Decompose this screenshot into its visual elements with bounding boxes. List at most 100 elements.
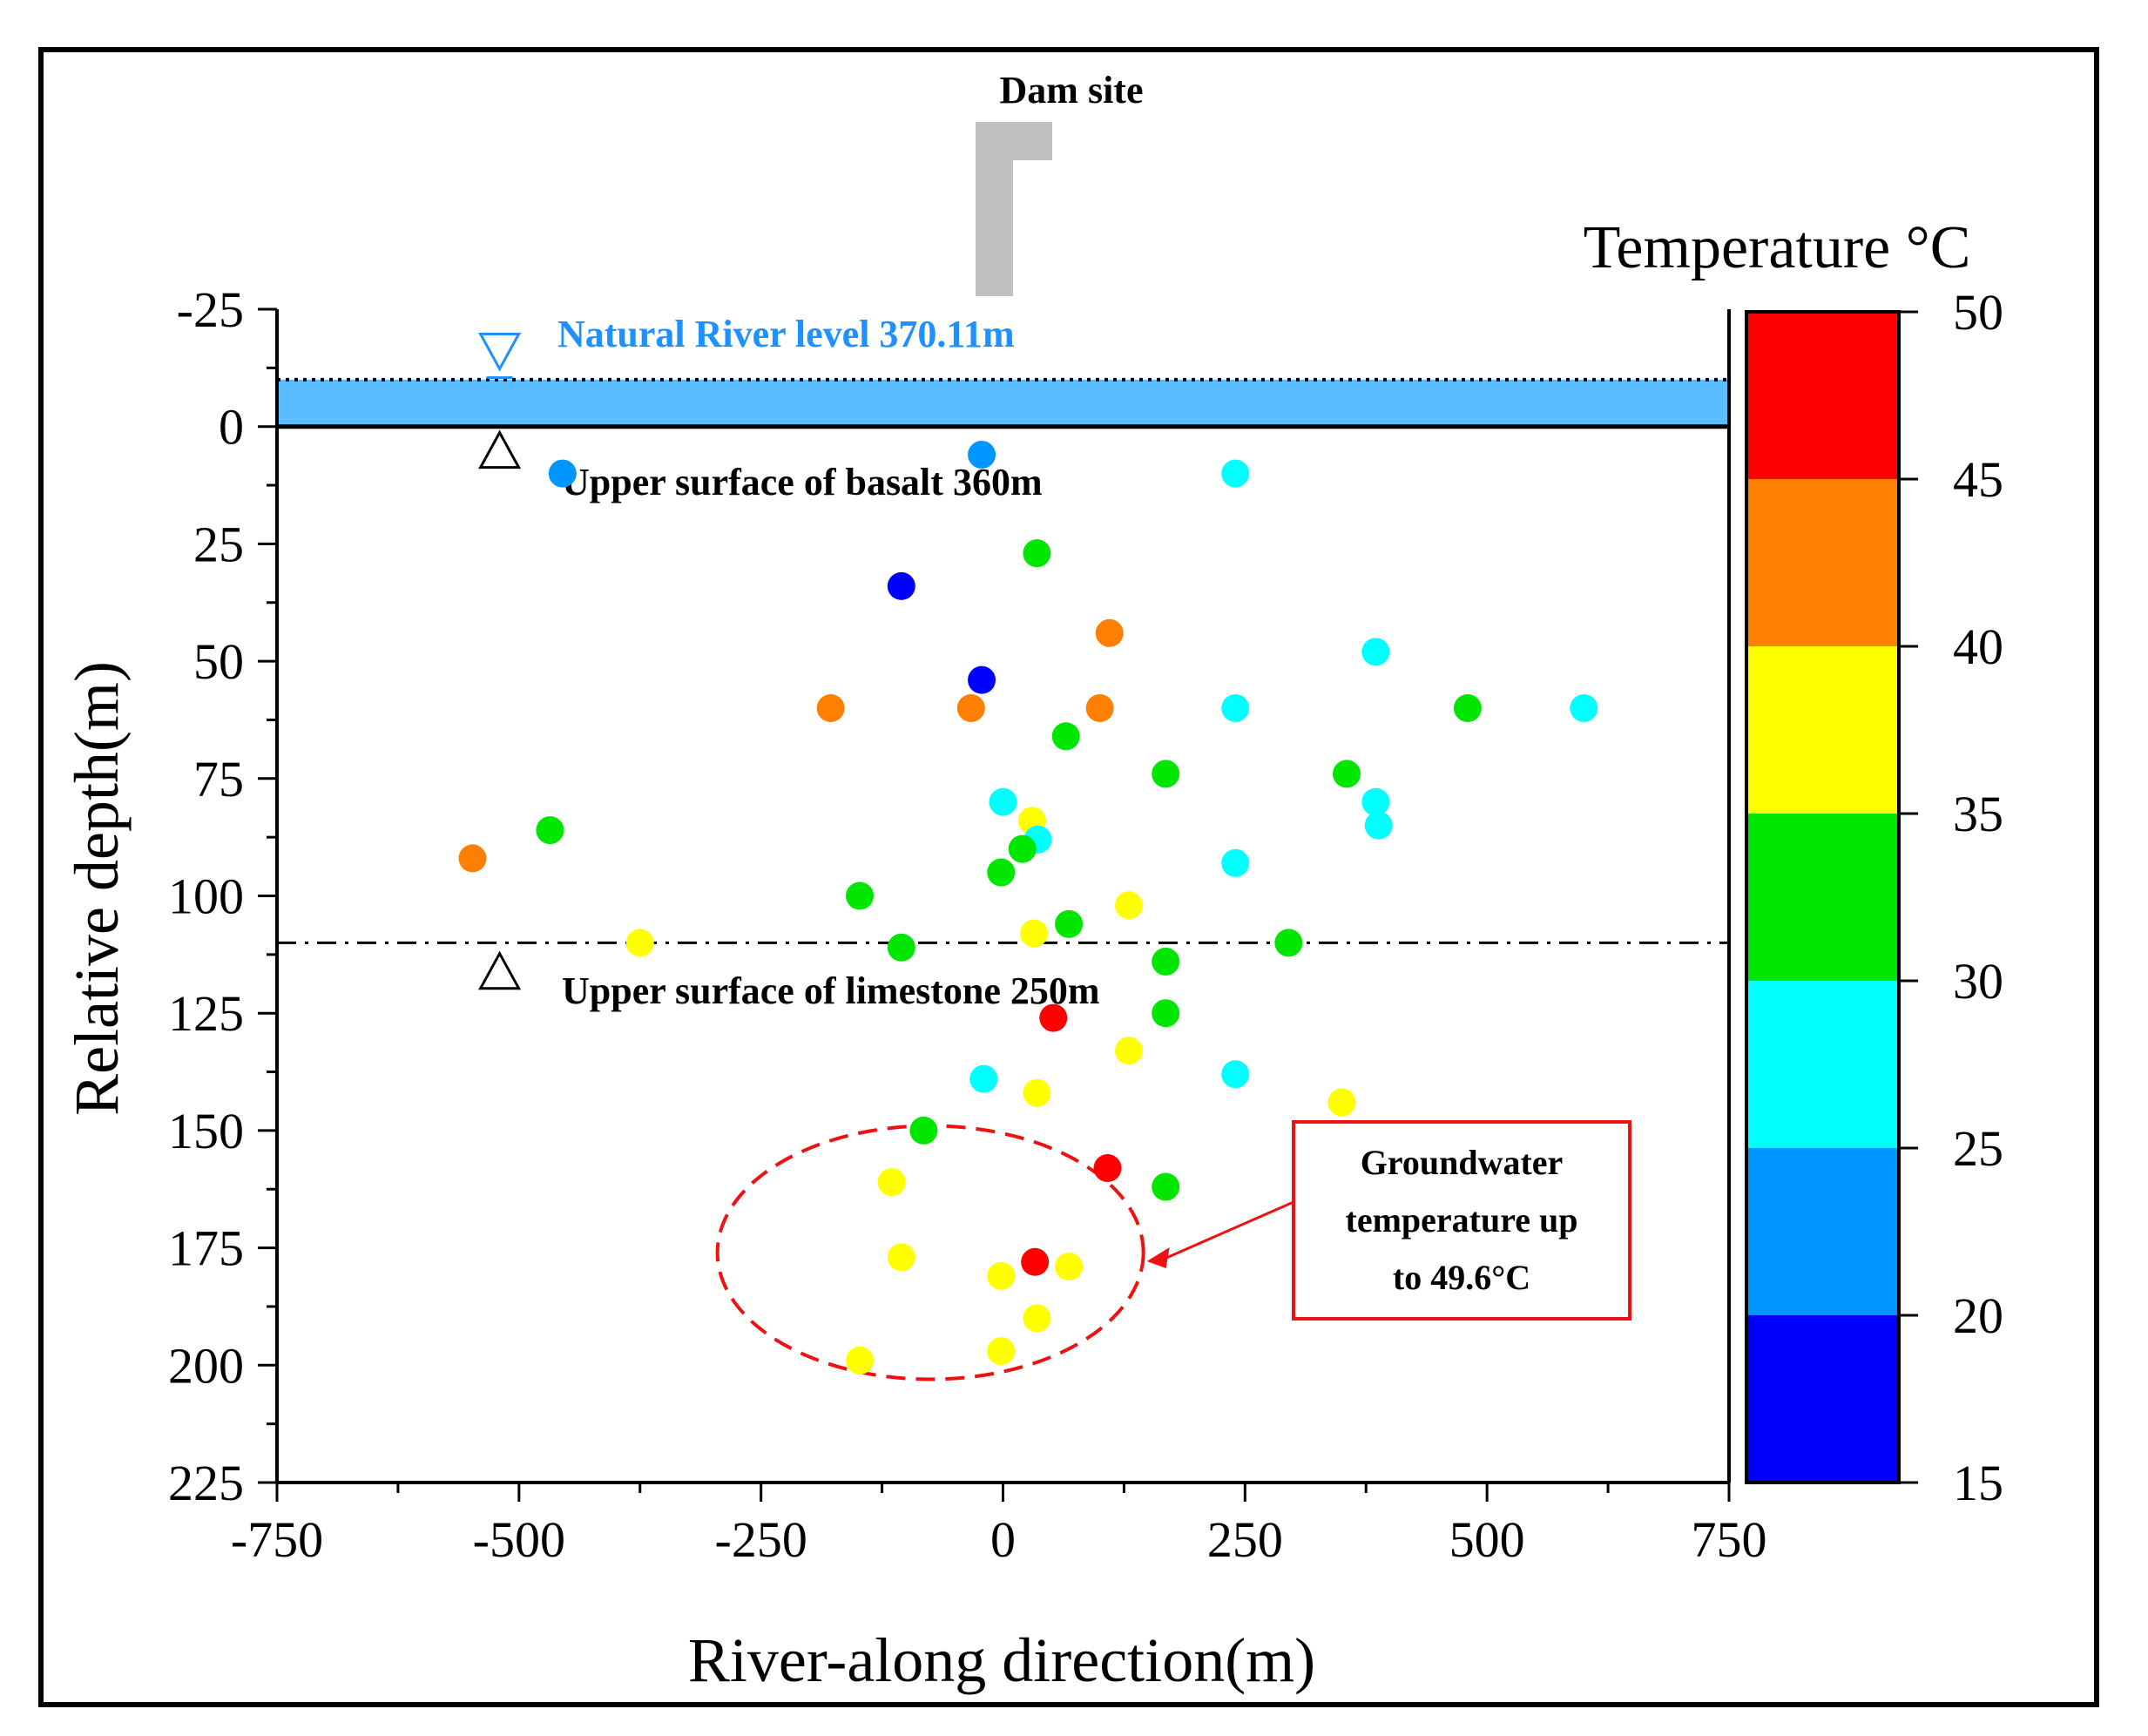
dam-site-icon	[976, 122, 1052, 296]
colorbar-title: Temperature °C	[1584, 214, 1971, 281]
x-tick-label-0: 0	[990, 1511, 1016, 1568]
data-point-5	[887, 571, 915, 600]
data-point-31	[1020, 919, 1049, 948]
data-point-40	[969, 1064, 998, 1093]
data-point-6	[1095, 618, 1124, 647]
data-point-49	[1055, 1253, 1084, 1281]
x-tick-label-750: 750	[1692, 1511, 1767, 1568]
data-point-36	[1152, 999, 1180, 1028]
data-point-22	[536, 816, 564, 845]
data-point-34	[1274, 929, 1303, 957]
colorbar-tick-label-35: 35	[1953, 786, 2003, 842]
colorbar-band-15-20	[1746, 1315, 1899, 1483]
y-axis-title: Relative depth(m)	[62, 661, 132, 1116]
x-tick-label-250: 250	[1207, 1511, 1283, 1568]
points-layer	[458, 441, 1598, 1375]
data-point-35	[1152, 947, 1180, 976]
data-point-52	[987, 1337, 1016, 1366]
callout-arrow-head	[1146, 1246, 1170, 1268]
callout-line-1: Groundwater	[1361, 1143, 1564, 1182]
data-point-24	[1008, 834, 1037, 863]
dam-site-label: Dam site	[1000, 69, 1144, 111]
colorbar-tick-label-50: 50	[1953, 284, 2003, 341]
data-point-30	[1055, 909, 1084, 938]
colorbar-band-25-30	[1746, 981, 1899, 1148]
data-point-17	[1333, 760, 1361, 788]
x-tick-label--250: -250	[715, 1511, 807, 1568]
data-point-9	[816, 693, 845, 722]
x-tick-label--500: -500	[473, 1511, 565, 1568]
data-point-27	[987, 858, 1016, 887]
y-tick-label-175: 175	[168, 1220, 244, 1277]
colorbar-tick-label-15: 15	[1953, 1455, 2003, 1511]
colorbar-band-35-40	[1746, 646, 1899, 814]
data-point-18	[989, 787, 1017, 816]
data-point-21	[1364, 811, 1393, 840]
colorbar-tick-label-20: 20	[1953, 1287, 2003, 1344]
data-point-11	[1085, 693, 1114, 722]
data-point-13	[1453, 693, 1482, 722]
river-water-band	[277, 379, 1729, 427]
data-point-45	[877, 1168, 906, 1197]
y-tick-label-50: 50	[193, 633, 244, 690]
data-point-44	[1093, 1154, 1122, 1183]
y-tick-label-225: 225	[168, 1455, 244, 1511]
limestone-triangle-icon	[478, 950, 522, 990]
colorbar-tick-label-30: 30	[1953, 953, 2003, 1010]
data-point-50	[987, 1261, 1016, 1290]
y-tick-label--25: -25	[177, 281, 244, 338]
basalt-triangle-icon	[478, 429, 522, 469]
colorbar-frame	[1745, 310, 1901, 1484]
data-point-42	[1327, 1088, 1356, 1117]
water-layer	[277, 379, 1729, 427]
data-point-12	[1221, 693, 1250, 722]
colorbar-tick-label-45: 45	[1953, 451, 2003, 508]
colorbar-band-45-50	[1746, 312, 1899, 479]
data-point-28	[846, 882, 875, 910]
water-level-triangle-icon	[478, 332, 522, 372]
data-point-51	[1023, 1304, 1051, 1333]
x-axis-title: River-along direction(m)	[688, 1625, 1315, 1695]
data-point-19	[1361, 787, 1390, 816]
data-point-4	[1023, 539, 1051, 568]
data-point-7	[1361, 638, 1390, 666]
colorbar-tick-label-40: 40	[1953, 618, 2003, 675]
y-tick-label-200: 200	[168, 1337, 244, 1394]
colorbar-tick-label-25: 25	[1953, 1120, 2003, 1177]
data-point-38	[1114, 1037, 1143, 1065]
data-point-2	[968, 441, 996, 469]
colorbar-band-20-25	[1746, 1148, 1899, 1315]
reference-lines	[277, 377, 1729, 944]
colorbar: 15 20 25 30 35 40 45 50	[1745, 284, 2003, 1511]
data-point-29	[1114, 891, 1143, 920]
data-point-16	[1152, 760, 1180, 788]
data-point-1	[548, 459, 577, 488]
callout-line-3: to 49.6°C	[1393, 1258, 1530, 1297]
basalt-surface-label: Upper surface of basalt 360m	[562, 461, 1043, 503]
data-point-25	[458, 844, 487, 873]
data-point-53	[846, 1346, 875, 1375]
data-point-32	[625, 929, 654, 957]
x-tick-label-500: 500	[1449, 1511, 1525, 1568]
colorbar-band-40-45	[1746, 479, 1899, 646]
y-tick-label-150: 150	[168, 1103, 244, 1159]
data-point-14	[1570, 693, 1598, 722]
y-tick-label-25: 25	[193, 516, 244, 572]
callout-box	[1292, 1120, 1631, 1321]
data-point-37	[1039, 1003, 1068, 1032]
y-tick-label-125: 125	[168, 985, 244, 1042]
data-point-46	[1152, 1172, 1180, 1201]
colorbar-band-30-35	[1746, 814, 1899, 981]
river-level-label: Natural River level 370.11m	[557, 313, 1015, 355]
data-point-43	[909, 1116, 938, 1145]
data-point-39	[1221, 1060, 1250, 1089]
y-tick-label-100: 100	[168, 868, 244, 925]
x-tick-label--750: -750	[231, 1511, 323, 1568]
y-tick-label-0: 0	[219, 399, 244, 456]
data-point-33	[887, 933, 915, 962]
data-point-8	[968, 665, 996, 694]
callout-arrow-line	[1162, 1200, 1294, 1261]
data-point-47	[887, 1243, 915, 1272]
limestone-surface-label: Upper surface of limestone 250m	[562, 969, 1100, 1012]
